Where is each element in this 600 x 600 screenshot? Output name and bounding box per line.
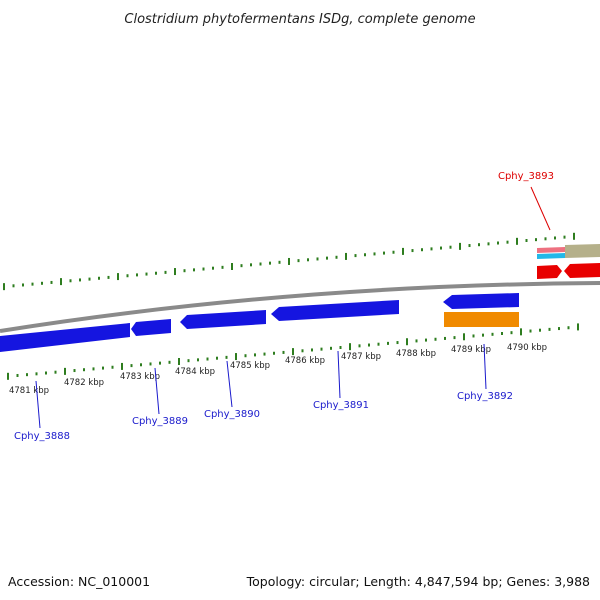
gene-label[interactable]: Cphy_3890 <box>204 409 260 420</box>
kbp-label: 4787 kbp <box>341 352 381 362</box>
gene-leader-line <box>483 343 487 390</box>
gene-leader-line <box>154 367 160 415</box>
map-title: Clostridium phytofermentans ISDg, comple… <box>124 12 475 27</box>
gene-label[interactable]: Cphy_3893 <box>498 171 554 182</box>
genome-summary-text: Topology: circular; Length: 4,847,594 bp… <box>246 574 590 589</box>
kbp-scale-labels: 4781 kbp 4782 kbp 4783 kbp 4784 kbp 4785 kbp… <box>9 343 547 396</box>
inner-tick-ring <box>7 323 579 380</box>
misc-feature-block[interactable] <box>565 244 600 258</box>
gene-label[interactable]: Cphy_3888 <box>14 431 70 442</box>
gene-labels: Cphy_3888 Cphy_3889 Cphy_3890 Cphy_3891 Cphy… <box>14 171 554 442</box>
cds-track <box>0 293 519 352</box>
gene-cphy-3889[interactable] <box>131 319 171 336</box>
gene-cphy-3891[interactable] <box>271 300 399 321</box>
feature-track-upper <box>537 244 600 279</box>
kbp-label: 4781 kbp <box>9 386 49 396</box>
kbp-label: 4785 kbp <box>230 361 270 371</box>
gene-label[interactable]: Cphy_3892 <box>457 391 513 402</box>
gene-cphy-3888[interactable] <box>0 323 130 352</box>
gene-cphy-3892-feature[interactable] <box>444 312 519 327</box>
gene-label[interactable]: Cphy_3889 <box>132 416 188 427</box>
kbp-label: 4786 kbp <box>285 356 325 366</box>
kbp-label: 4790 kbp <box>507 343 547 353</box>
gene-cphy-3892[interactable] <box>443 293 519 309</box>
gene-cphy-3890[interactable] <box>180 310 266 329</box>
gene-leader-line <box>226 360 233 408</box>
rna-feature-right[interactable] <box>564 263 600 278</box>
kbp-label: 4783 kbp <box>120 372 160 382</box>
kbp-label: 4789 kbp <box>451 345 491 355</box>
accession-text: Accession: NC_010001 <box>8 574 150 589</box>
gene-label-leaders <box>35 186 551 429</box>
pink-feature[interactable] <box>537 247 565 253</box>
rna-feature-left[interactable] <box>537 265 562 279</box>
kbp-label: 4784 kbp <box>175 367 215 377</box>
gene-label[interactable]: Cphy_3891 <box>313 400 369 411</box>
kbp-label: 4782 kbp <box>64 378 104 388</box>
gene-leader-line <box>337 350 341 399</box>
cyan-feature[interactable] <box>537 253 565 259</box>
gene-leader-line <box>530 186 551 231</box>
genome-backbone <box>0 281 600 333</box>
outer-tick-ring <box>3 232 575 291</box>
gene-leader-line <box>35 380 41 429</box>
kbp-label: 4788 kbp <box>396 349 436 359</box>
